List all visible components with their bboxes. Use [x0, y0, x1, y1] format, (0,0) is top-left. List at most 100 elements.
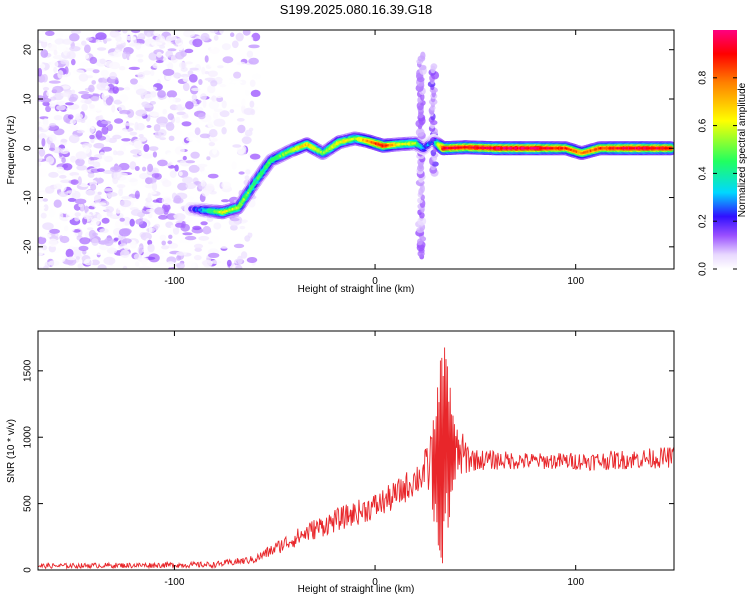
noise-blob	[84, 44, 91, 54]
noise-blob	[75, 151, 88, 160]
noise-blob	[242, 30, 251, 36]
noise-blob	[105, 38, 112, 42]
noise-blob	[67, 197, 77, 202]
noise-blob	[244, 175, 250, 181]
noise-blob	[181, 99, 186, 108]
noise-blob	[69, 33, 80, 42]
noise-blob	[175, 51, 185, 60]
noise-blob	[211, 95, 217, 102]
noise-blob	[77, 176, 82, 186]
noise-blob	[219, 84, 227, 88]
noise-blob	[197, 53, 207, 58]
noise-blob	[60, 138, 68, 143]
noise-blob	[233, 132, 240, 138]
noise-blob	[210, 136, 219, 143]
noise-blob	[66, 210, 75, 217]
ridge-segment	[249, 187, 252, 190]
noise-blob	[215, 265, 223, 269]
noise-blob	[123, 86, 131, 91]
figure-title: S199.2025.080.16.39.G18	[280, 2, 433, 17]
ridge-segment	[255, 179, 258, 182]
noise-blob	[111, 104, 116, 113]
noise-blob	[42, 118, 49, 126]
noise-blob	[70, 155, 77, 163]
noise-blob	[166, 152, 177, 161]
noise-blob	[146, 32, 151, 38]
noise-blob	[133, 140, 142, 149]
noise-blob	[213, 118, 226, 127]
noise-blob	[209, 235, 220, 244]
noise-blob	[210, 80, 218, 87]
noise-blob	[155, 249, 165, 254]
noise-blob	[49, 228, 60, 234]
noise-blob	[246, 257, 258, 263]
noise-blob	[70, 226, 75, 232]
noise-blob	[128, 66, 140, 70]
noise-blob	[54, 253, 60, 258]
noise-blob	[89, 56, 98, 64]
noise-blob	[135, 261, 140, 267]
noise-blob	[145, 204, 154, 208]
noise-blob	[96, 213, 103, 220]
noise-blob	[209, 30, 218, 34]
noise-blob	[150, 262, 158, 269]
noise-blob	[125, 35, 137, 41]
noise-blob	[126, 187, 134, 194]
noise-blob	[167, 113, 174, 121]
ridge-segment	[245, 193, 248, 197]
noise-blob	[66, 256, 77, 261]
noise-blob	[165, 75, 172, 80]
ridge-segment	[244, 195, 247, 199]
noise-blob	[149, 109, 161, 117]
noise-blob	[64, 30, 72, 33]
noise-blob	[222, 56, 234, 64]
noise-blob	[130, 209, 142, 217]
noise-blob	[226, 259, 232, 267]
noise-blob	[40, 49, 49, 58]
ridge-segment	[266, 163, 269, 166]
noise-blob	[53, 183, 62, 190]
noise-blob	[250, 109, 256, 116]
noise-blob	[237, 255, 243, 265]
noise-blob	[52, 85, 64, 93]
noise-blob	[92, 69, 100, 74]
noise-blob	[176, 262, 185, 269]
noise-blob	[185, 101, 194, 110]
noise-blob	[185, 160, 196, 164]
noise-blob	[251, 32, 261, 42]
noise-blob	[53, 66, 58, 73]
noise-blob	[168, 135, 175, 141]
noise-blob	[137, 246, 144, 255]
noise-blob	[97, 264, 107, 269]
noise-blob	[42, 222, 54, 230]
ridge-segment	[261, 171, 264, 174]
noise-blob	[38, 110, 46, 116]
noise-blob	[149, 208, 154, 215]
noise-blob	[59, 212, 64, 221]
noise-blob	[134, 190, 140, 200]
noise-blob	[204, 55, 209, 63]
y-tick-label: 0	[23, 145, 34, 151]
noise-blob	[114, 207, 123, 214]
noise-blob	[236, 61, 246, 66]
noise-blob	[139, 266, 151, 269]
noise-blob	[65, 248, 74, 258]
noise-blob	[129, 218, 135, 227]
noise-blob	[78, 245, 89, 252]
noise-blob	[98, 114, 104, 121]
noise-blob	[202, 99, 207, 108]
noise-blob	[188, 74, 198, 83]
colorbar-tick-label: 0.6	[698, 118, 709, 132]
noise-blob	[224, 133, 230, 140]
noise-blob	[167, 242, 179, 249]
noise-blob	[199, 133, 211, 139]
x-tick-label: -100	[164, 276, 184, 287]
noise-blob	[97, 158, 102, 163]
noise-blob	[110, 166, 122, 173]
noise-blob	[41, 138, 46, 147]
noise-blob	[249, 79, 256, 88]
noise-blob	[161, 245, 170, 250]
noise-blob	[42, 86, 50, 91]
noise-blob	[57, 43, 67, 53]
noise-blob	[201, 190, 212, 194]
